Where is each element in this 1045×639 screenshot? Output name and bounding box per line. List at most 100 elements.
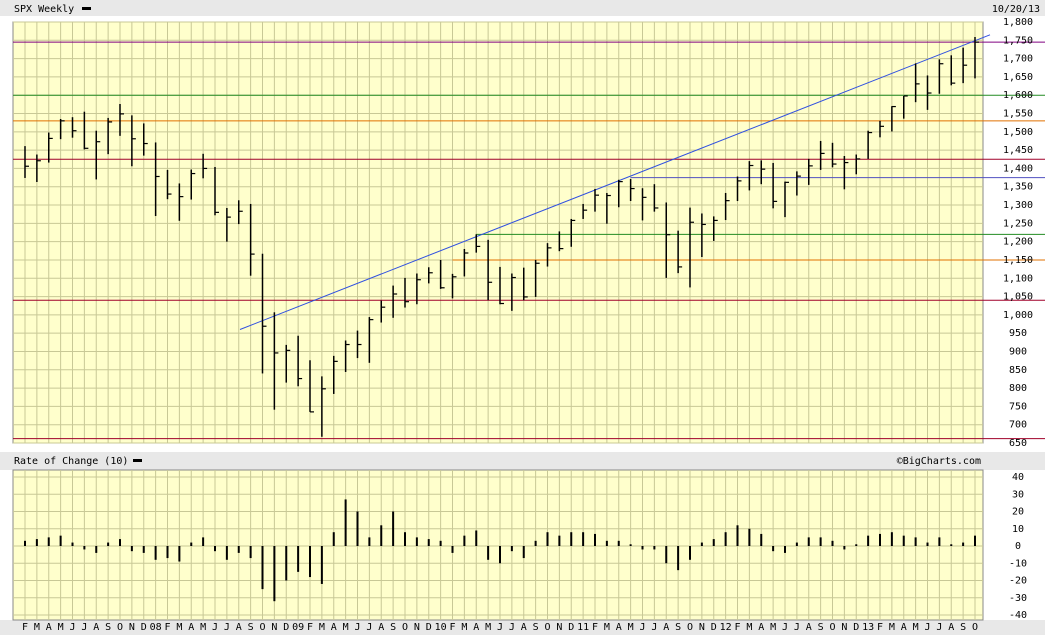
roc-bar — [807, 537, 810, 546]
roc-bar — [795, 542, 798, 546]
roc-bar — [855, 544, 858, 546]
roc-bar — [534, 540, 537, 546]
x-tick-label: S — [675, 622, 681, 633]
roc-bar — [404, 532, 406, 546]
y-tick-label: 1,250 — [1003, 218, 1033, 229]
x-tick-label: J — [509, 622, 515, 633]
y-tick-label: 850 — [1009, 365, 1027, 376]
x-tick-label: N — [841, 622, 847, 633]
roc-bar — [154, 546, 157, 560]
x-tick-label: M — [461, 622, 467, 633]
y-tick-label: 1,750 — [1003, 35, 1033, 46]
roc-bar — [166, 546, 169, 559]
roc-bar — [214, 546, 216, 552]
roc-bar — [902, 535, 905, 546]
roc-bar — [736, 525, 739, 546]
x-tick-label: M — [343, 622, 349, 633]
x-tick-label: 08 — [150, 622, 162, 633]
x-tick-label: F — [592, 622, 598, 633]
roc-bar — [689, 546, 691, 560]
x-tick-label: O — [687, 622, 693, 633]
y-tick-label: 1,300 — [1003, 200, 1033, 211]
x-tick-label: J — [69, 622, 75, 633]
marks — [13, 34, 1045, 602]
roc-bar — [914, 537, 917, 546]
roc-bar — [427, 539, 430, 546]
x-tick-label: A — [758, 622, 764, 633]
roc-bar — [843, 546, 846, 550]
roc-bar — [249, 546, 252, 559]
x-tick-label: D — [426, 622, 432, 633]
roc-bar — [724, 532, 727, 546]
y-tick-label: 650 — [1009, 438, 1027, 449]
x-tick-label: M — [485, 622, 491, 633]
roc-bar — [831, 540, 834, 546]
y-tick-label: 1,000 — [1003, 310, 1033, 321]
roc-bar — [320, 546, 323, 584]
roc-bar — [938, 537, 941, 546]
x-tick-label: A — [378, 622, 384, 633]
x-axis-strip — [0, 620, 1045, 635]
roc-bar — [451, 546, 454, 553]
x-tick-label: J — [782, 622, 788, 633]
y-tick-label: 1,600 — [1003, 90, 1033, 101]
y-tick-label: 750 — [1009, 401, 1027, 412]
roc-bar — [119, 539, 121, 546]
x-tick-label: O — [402, 622, 408, 633]
y-tick-label: 800 — [1009, 383, 1027, 394]
x-tick-label: A — [948, 622, 954, 633]
roc-bar — [522, 546, 525, 559]
y-tick-label: 1,150 — [1003, 255, 1033, 266]
x-tick-label: F — [734, 622, 740, 633]
roc-bar — [499, 546, 501, 564]
x-tick-label: J — [354, 622, 360, 633]
x-tick-label: A — [663, 622, 669, 633]
roc-bar — [47, 537, 50, 546]
x-tick-label: F — [164, 622, 170, 633]
x-tick-label: F — [22, 622, 28, 633]
x-tick-label: M — [200, 622, 206, 633]
y-tick-label: 900 — [1009, 346, 1027, 357]
x-tick-label: M — [58, 622, 64, 633]
y-tick-label: -20 — [1009, 576, 1027, 587]
roc-bar — [202, 537, 205, 546]
x-tick-label: J — [224, 622, 230, 633]
roc-bar — [142, 546, 145, 553]
roc-bar — [368, 537, 371, 546]
y-tick-label: 1,650 — [1003, 72, 1033, 83]
roc-bar — [665, 546, 668, 564]
x-tick-label: M — [628, 622, 634, 633]
roc-bar — [950, 544, 953, 546]
y-tick-label: 1,350 — [1003, 182, 1033, 193]
x-tick-label: M — [319, 622, 325, 633]
x-tick-label: 12 — [720, 622, 732, 633]
y-tick-label: 30 — [1012, 489, 1024, 500]
roc-bar — [107, 542, 110, 546]
credit: ©BigCharts.com — [897, 456, 981, 467]
x-tick-label: O — [544, 622, 550, 633]
y-tick-label: 1,550 — [1003, 109, 1033, 120]
date-label: 10/20/13 — [992, 4, 1040, 15]
roc-title: Rate of Change (10) — [14, 456, 128, 467]
x-tick-label: F — [877, 622, 883, 633]
y-tick-label: 1,450 — [1003, 145, 1033, 156]
roc-bar — [380, 525, 383, 546]
x-tick-label: 10 — [435, 622, 447, 633]
roc-bar — [617, 540, 620, 546]
roc-bar — [700, 542, 703, 546]
x-tick-label: M — [770, 622, 776, 633]
x-tick-label: M — [34, 622, 40, 633]
x-tick-label: N — [414, 622, 420, 633]
x-tick-label: F — [307, 622, 313, 633]
roc-bar — [237, 546, 240, 553]
roc-bar — [760, 533, 763, 546]
y-tick-label: 1,700 — [1003, 54, 1033, 65]
y-tick-label: -30 — [1009, 593, 1027, 604]
y-tick-label: 700 — [1009, 420, 1027, 431]
x-tick-label: J — [497, 622, 503, 633]
roc-bar — [475, 530, 478, 546]
roc-bar — [392, 511, 395, 546]
roc-bar — [130, 546, 133, 552]
roc-bar — [95, 546, 98, 553]
